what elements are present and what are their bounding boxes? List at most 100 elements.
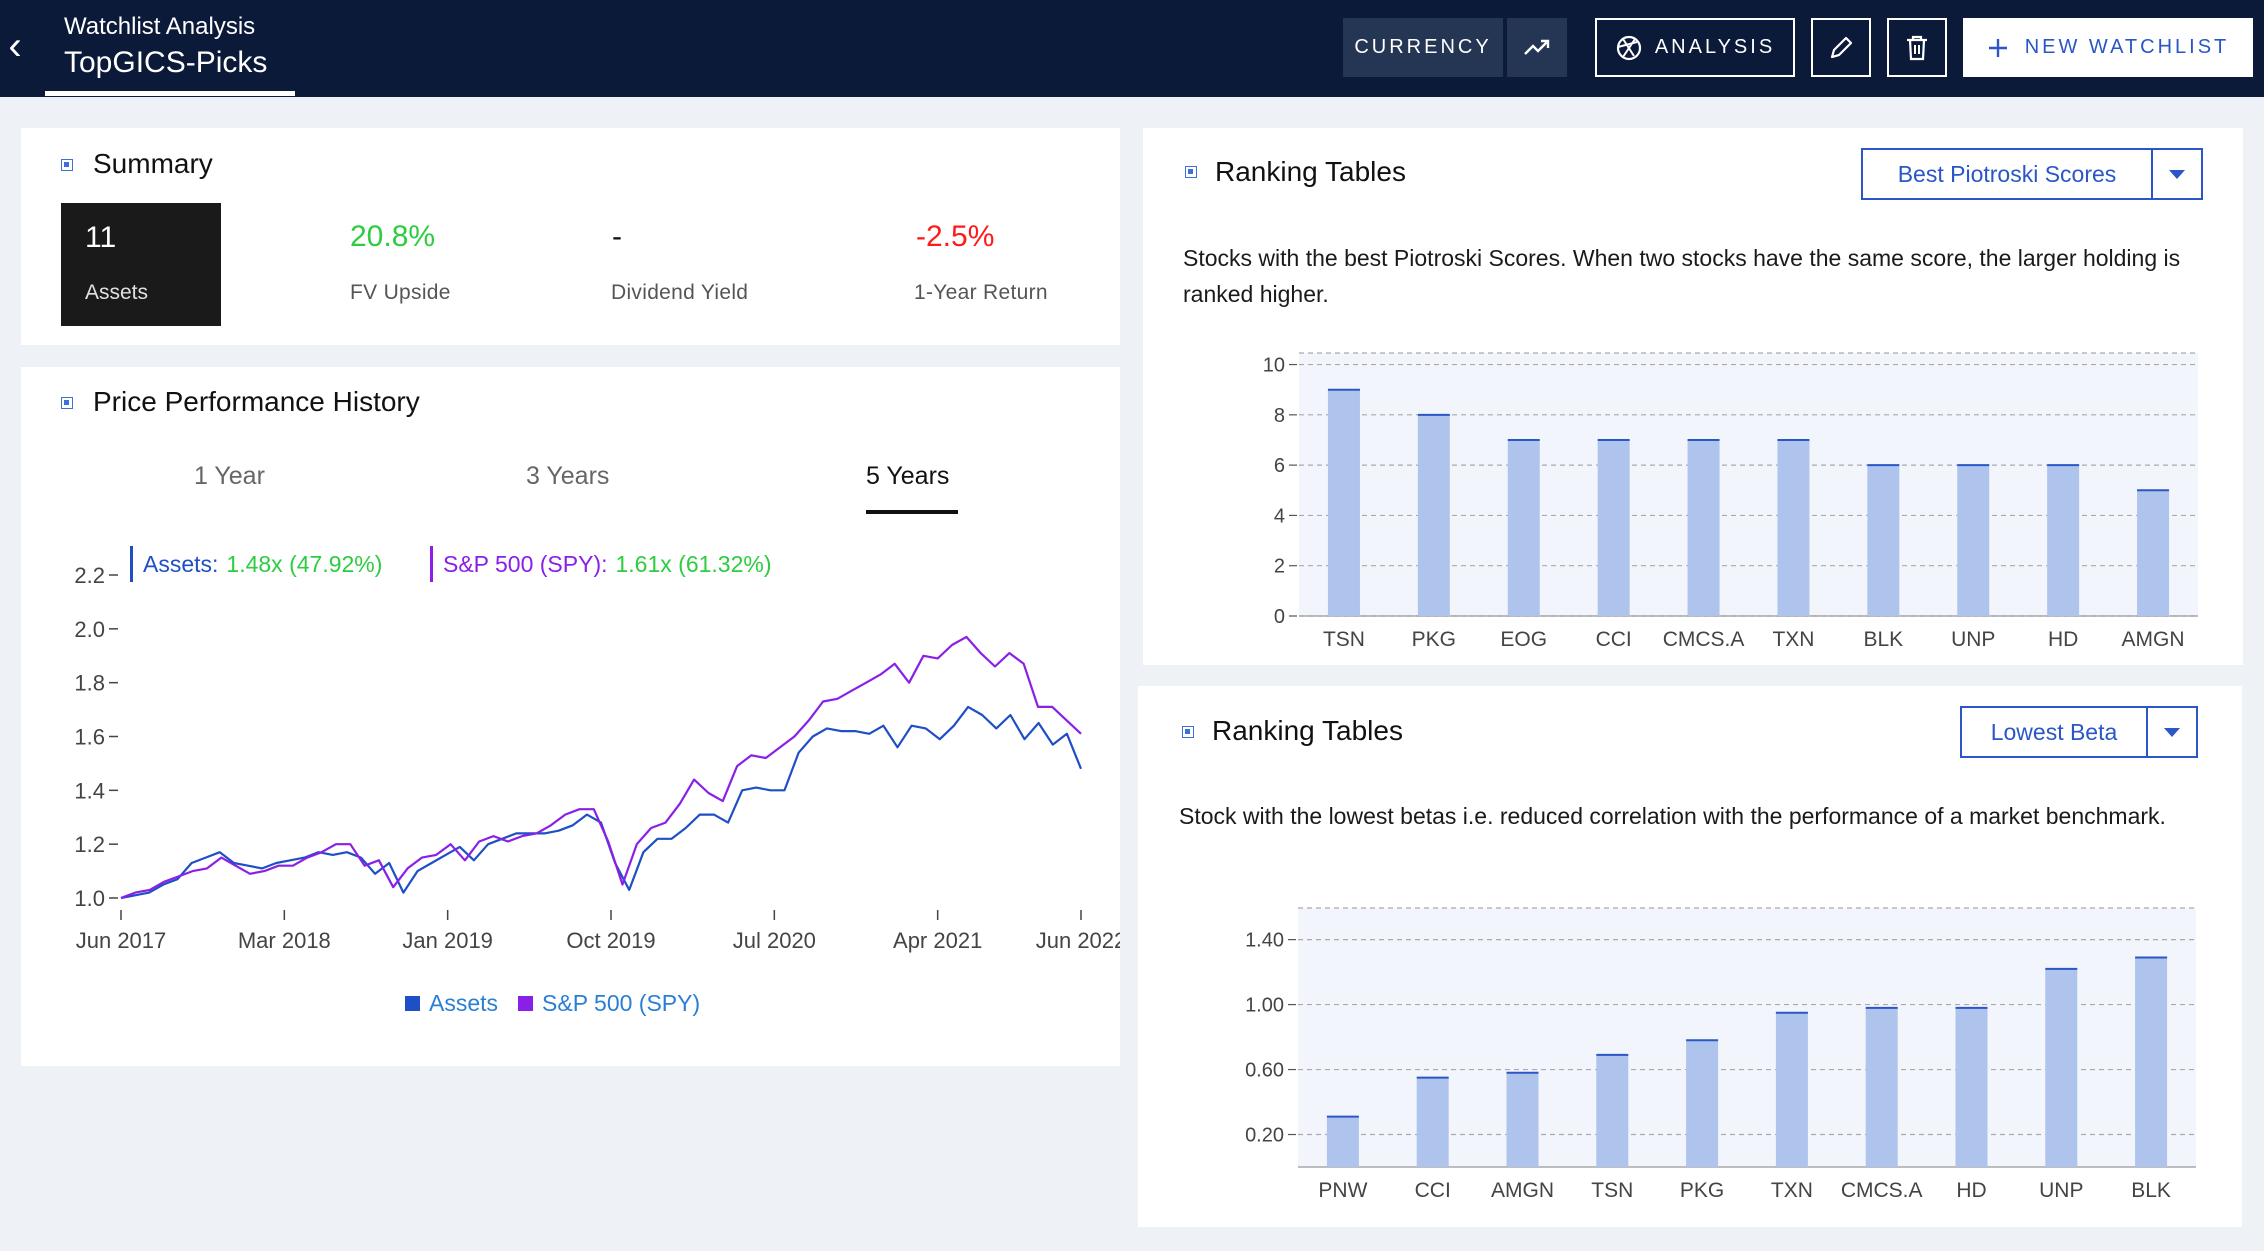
watchlist-title[interactable]: TopGICS-Picks <box>64 46 268 79</box>
assets-label: Assets <box>85 281 149 304</box>
beta-category-label: TXN <box>1771 1179 1813 1202</box>
y-tick-label: 1.00 <box>1245 995 1284 1017</box>
active-tab-indicator <box>45 91 295 96</box>
x-tick-label: Mar 2018 <box>238 928 331 953</box>
summary-title: Summary <box>93 148 213 179</box>
piotroski-category-label: CCI <box>1596 628 1632 651</box>
tab-1-year[interactable]: 1 Year <box>194 462 265 490</box>
trend-button[interactable] <box>1507 18 1567 77</box>
y-tick-label: 2 <box>1274 556 1285 578</box>
expand-square-icon[interactable] <box>61 159 73 171</box>
beta-category-label: PNW <box>1318 1179 1367 1202</box>
piotroski-bar <box>1687 439 1720 616</box>
y-tick-label: 0.60 <box>1245 1060 1284 1082</box>
active-tab-underline <box>866 510 958 514</box>
ranking-description-1: Stocks with the best Piotroski Scores. W… <box>1183 245 2181 307</box>
piotroski-category-label: UNP <box>1951 628 1995 651</box>
x-tick-label: Jul 2020 <box>733 928 816 953</box>
new-watchlist-label: NEW WATCHLIST <box>2024 36 2230 58</box>
y-tick-label: 2.0 <box>74 617 105 642</box>
legend-label-spy: S&P 500 (SPY) <box>542 990 701 1016</box>
beta-category-label: UNP <box>2039 1179 2083 1202</box>
legend-square-spy <box>518 996 534 1011</box>
chevron-left-icon[interactable]: ‹ <box>8 24 22 68</box>
trending-up-icon <box>1524 39 1550 55</box>
analysis-button-label: ANALYSIS <box>1654 36 1776 58</box>
beta-bar <box>1416 1077 1449 1167</box>
legend-square-assets <box>405 996 420 1011</box>
y-tick-label: 1.4 <box>74 778 105 803</box>
fv-upside-label: FV Upside <box>350 281 451 304</box>
beta-bar <box>1865 1007 1898 1167</box>
new-watchlist-button[interactable]: NEW WATCHLIST <box>1963 18 2253 77</box>
dividend-yield-label: Dividend Yield <box>611 281 749 304</box>
analysis-button[interactable]: ANALYSIS <box>1595 18 1795 77</box>
ranking-title-1: Ranking Tables <box>1215 156 1406 187</box>
beta-dropdown-value: Lowest Beta <box>1990 718 2118 745</box>
delete-button[interactable] <box>1887 18 1947 77</box>
expand-square-icon[interactable] <box>1185 166 1197 178</box>
chevron-down-icon[interactable] <box>2151 150 2201 198</box>
assets-stat: 11 Assets <box>61 203 221 326</box>
piotroski-bar <box>2137 490 2170 616</box>
top-bar: ‹ Watchlist Analysis TopGICS-Picks CURRE… <box>0 0 2264 97</box>
piotroski-dropdown[interactable]: Best Piotroski Scores <box>1861 148 2203 200</box>
x-tick-label: Jan 2019 <box>402 928 493 953</box>
beta-bar <box>1326 1116 1359 1167</box>
price-performance-chart: 1.0 1.2 1.4 1.6 1.8 2.0 2.2 Jun 2017 Mar 2018 Jan… <box>74 563 1120 953</box>
piotroski-category-label: BLK <box>1863 628 1903 651</box>
piotroski-bar <box>1777 439 1810 616</box>
currency-button-label: CURRENCY <box>1354 36 1492 58</box>
page-subtitle: Watchlist Analysis <box>64 13 256 40</box>
trash-icon <box>1907 35 1927 60</box>
y-tick-label: 4 <box>1274 505 1285 527</box>
beta-category-label: PKG <box>1680 1179 1724 1202</box>
y-tick-label: 10 <box>1263 355 1285 377</box>
y-tick-label: 8 <box>1274 405 1285 427</box>
piotroski-category-label: PKG <box>1412 628 1456 651</box>
x-tick-label: Jun 2017 <box>76 928 167 953</box>
y-tick-label: 0 <box>1274 606 1285 628</box>
assets-count: 11 <box>85 221 117 254</box>
expand-square-icon[interactable] <box>61 397 73 409</box>
piotroski-bar <box>1327 389 1360 616</box>
plus-icon <box>1988 38 2007 57</box>
expand-square-icon[interactable] <box>1182 726 1194 738</box>
beta-dropdown[interactable]: Lowest Beta <box>1960 706 2198 758</box>
ranking-description-2: Stock with the lowest betas i.e. reduced… <box>1179 803 2166 829</box>
legend-label-assets: Assets <box>429 990 499 1016</box>
performance-title: Price Performance History <box>93 386 420 417</box>
beta-category-label: CMCS.A <box>1841 1179 1923 1202</box>
y-tick-label: 1.8 <box>74 671 105 696</box>
beta-category-label: HD <box>1956 1179 1986 1202</box>
y-tick-label: 2.2 <box>74 563 105 588</box>
dividend-yield-value: - <box>612 220 622 253</box>
currency-button[interactable]: CURRENCY <box>1343 18 1503 77</box>
edit-button[interactable] <box>1811 18 1871 77</box>
x-tick-label: Oct 2019 <box>566 928 655 953</box>
one-year-return-label: 1-Year Return <box>914 281 1048 304</box>
beta-bar <box>1506 1072 1539 1167</box>
piotroski-category-label: TSN <box>1323 628 1365 651</box>
y-tick-label: 1.0 <box>74 886 105 911</box>
beta-bar-chart: 0.20 0.60 1.00 1.40 PNW CCI AMGN TSN PKG TXN CMCS.… <box>1245 907 2196 1202</box>
price-performance-card: Price Performance History <box>21 367 1120 1066</box>
tab-5-years[interactable]: 5 Years <box>866 462 950 490</box>
piotroski-bar-chart: 0 2 4 6 8 10 TSN PKG EOG CCI CMCS.A TXN BLK UNP HD AMGN <box>1263 352 2198 651</box>
beta-bar <box>1686 1040 1719 1167</box>
aperture-icon <box>1616 35 1641 60</box>
beta-category-label: BLK <box>2131 1179 2171 1202</box>
piotroski-bar <box>1417 414 1450 616</box>
legend-spy: S&P 500 (SPY): 1.61x (61.32%) <box>430 546 771 582</box>
y-tick-label: 6 <box>1274 455 1285 477</box>
piotroski-category-label: HD <box>2048 628 2078 651</box>
one-year-return-value: -2.5% <box>916 220 995 253</box>
tab-3-years[interactable]: 3 Years <box>526 462 610 490</box>
legend-spy-name: S&P 500 (SPY): <box>443 550 608 577</box>
beta-category-label: TSN <box>1591 1179 1633 1202</box>
chevron-down-icon[interactable] <box>2146 708 2196 756</box>
piotroski-category-label: TXN <box>1772 628 1814 651</box>
y-tick-label: 1.6 <box>74 725 105 750</box>
beta-bar <box>2135 957 2168 1167</box>
line-chart-legend: Assets S&P 500 (SPY) <box>405 990 700 1017</box>
